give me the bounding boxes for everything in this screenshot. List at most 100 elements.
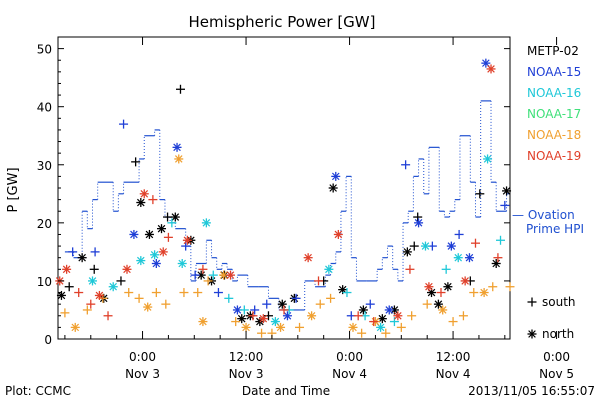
point-metp-02-north	[402, 247, 412, 257]
point-noaa-18-south	[82, 305, 92, 315]
point-noaa-18-south	[203, 276, 213, 286]
point-noaa-15-south	[454, 229, 464, 239]
point-noaa-19-north	[393, 311, 403, 321]
point-noaa-16-south	[441, 264, 451, 274]
point-noaa-19-north	[424, 282, 434, 292]
point-noaa-19-south	[314, 276, 324, 286]
point-noaa-15-south	[119, 119, 129, 129]
satellite-points	[55, 58, 515, 338]
point-noaa-19-north	[460, 276, 470, 286]
y-tick-label: 40	[37, 101, 52, 115]
ovation-hpi-series	[64, 100, 509, 311]
point-noaa-18-south	[448, 317, 458, 327]
point-noaa-16-south	[342, 288, 352, 298]
point-noaa-15-south	[68, 247, 78, 257]
point-noaa-19-south	[470, 238, 480, 248]
point-metp-02-south	[64, 282, 74, 292]
point-metp-02-north	[358, 305, 368, 315]
legend-noaa-15: NOAA-15	[527, 65, 581, 79]
point-noaa-18-south	[381, 328, 391, 338]
point-noaa-15-south	[500, 200, 510, 210]
point-noaa-18-south	[231, 317, 241, 327]
ovation-legend-line2: Prime HPI	[526, 222, 584, 236]
point-noaa-16-north	[483, 154, 493, 164]
point-noaa-15-south	[291, 293, 301, 303]
point-metp-02-north	[77, 253, 87, 263]
point-metp-02-north	[491, 259, 501, 268]
point-metp-02-north	[170, 212, 180, 222]
x-tick-time: 12:00	[436, 350, 471, 364]
x-tick-date: Nov 4	[436, 367, 471, 381]
point-noaa-18-south	[315, 299, 325, 309]
point-noaa-19-north	[62, 264, 72, 274]
point-noaa-18-south	[60, 308, 70, 318]
point-noaa-18-north	[276, 322, 286, 332]
point-metp-02-south	[475, 189, 485, 199]
point-noaa-18-south	[179, 288, 189, 298]
point-noaa-18-north	[348, 322, 358, 332]
point-noaa-16-north	[88, 276, 98, 286]
point-noaa-19-north	[258, 314, 268, 324]
x-axis: 0:00 Nov 3 12:00 Nov 3 0:00 Nov 4 12:00 Nov 4 0:…	[64, 37, 574, 381]
marker-legend-symbol	[527, 297, 537, 307]
point-metp-02-south	[409, 241, 419, 251]
point-noaa-18-north	[479, 288, 489, 298]
point-noaa-18-south	[134, 293, 144, 303]
point-noaa-18-south	[151, 288, 161, 298]
point-noaa-19-north	[303, 253, 313, 263]
point-metp-02-north	[277, 299, 287, 309]
point-metp-02-south	[413, 212, 423, 222]
point-noaa-16-south	[208, 270, 218, 280]
point-noaa-19-north	[182, 235, 192, 245]
point-noaa-15-north	[129, 229, 139, 239]
marker-legend-symbol	[527, 329, 537, 339]
point-noaa-15-south	[213, 288, 223, 298]
point-noaa-18-south	[458, 311, 468, 321]
marker-legend-north: north	[542, 327, 574, 341]
legend-noaa-18: NOAA-18	[527, 128, 581, 142]
point-noaa-19-south	[369, 317, 379, 327]
point-metp-02-north	[237, 314, 247, 324]
point-noaa-19-south	[86, 299, 96, 309]
point-noaa-16-north	[201, 218, 211, 228]
point-noaa-18-north	[241, 322, 251, 332]
point-noaa-18-south	[295, 322, 305, 332]
point-noaa-16-south	[167, 218, 177, 228]
point-noaa-18-south	[422, 299, 432, 309]
point-noaa-18-south	[469, 288, 479, 298]
point-noaa-18-north	[307, 311, 317, 321]
x-tick-time: 0:00	[129, 350, 156, 364]
point-noaa-18-north	[174, 154, 184, 164]
point-metp-02-south	[163, 212, 173, 222]
point-noaa-16-south	[496, 235, 506, 245]
ovation-legend-line1: — Ovation	[512, 208, 575, 222]
point-metp-02-north	[56, 290, 66, 300]
legend-noaa-17: NOAA-17	[527, 107, 581, 121]
y-tick-label: 0	[44, 333, 52, 347]
point-noaa-19-south	[279, 305, 289, 315]
point-noaa-16-north	[324, 264, 334, 274]
point-noaa-16-north	[177, 259, 187, 268]
y-tick-label: 10	[37, 275, 52, 289]
point-metp-02-south	[175, 84, 185, 94]
point-noaa-19-north	[94, 290, 104, 300]
point-noaa-19-south	[353, 311, 363, 321]
x-tick-date: Nov 3	[229, 367, 264, 381]
point-noaa-15-north	[331, 171, 341, 181]
point-noaa-15-north	[232, 305, 242, 315]
footer-timestamp: 2013/11/05 16:55:07	[468, 384, 595, 398]
point-noaa-15-south	[181, 241, 191, 251]
point-noaa-15-north	[464, 253, 474, 263]
point-metp-02-north	[144, 229, 154, 239]
point-noaa-18-south	[505, 282, 515, 292]
point-noaa-18-south	[193, 288, 203, 298]
point-noaa-19-north	[158, 247, 168, 257]
point-noaa-15-south	[401, 160, 411, 170]
point-noaa-15-north	[151, 259, 161, 268]
point-noaa-15-north	[414, 218, 424, 228]
point-metp-02-north	[377, 314, 387, 324]
point-metp-02-south	[131, 157, 141, 167]
point-noaa-19-south	[493, 253, 503, 263]
point-noaa-19-north	[139, 189, 149, 199]
